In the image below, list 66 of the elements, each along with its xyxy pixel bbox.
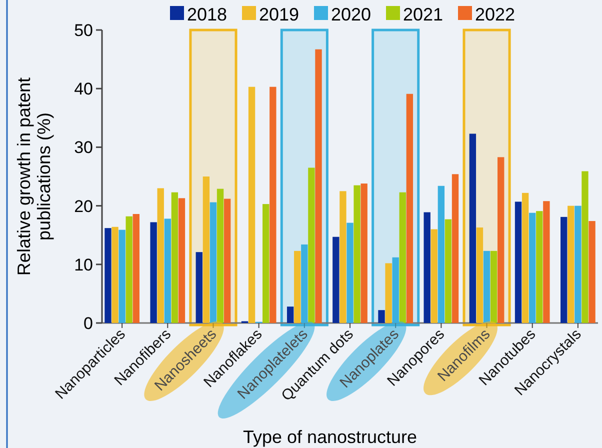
bar (301, 244, 308, 323)
bar (568, 206, 574, 323)
bar (164, 218, 171, 323)
x-axis-title: Type of nanostructure (242, 427, 418, 447)
bar (514, 202, 522, 323)
legend-label: 2019 (259, 4, 300, 24)
bar (582, 171, 588, 323)
bar (529, 212, 536, 323)
bar (196, 252, 202, 323)
bar (270, 86, 276, 323)
y-axis-title: Relative growth in patent publications (%) (14, 77, 54, 276)
y-tick-label: 40 (74, 80, 93, 99)
bar (424, 212, 430, 323)
bar (378, 310, 385, 323)
bar (430, 229, 438, 323)
legend-label: 2018 (187, 4, 228, 24)
bar (444, 219, 452, 323)
bar (315, 49, 322, 323)
bar (171, 192, 178, 323)
bar (522, 192, 529, 323)
y-tick-label: 10 (74, 255, 93, 274)
bar (360, 184, 368, 323)
bar (406, 94, 414, 323)
legend-label: 2022 (475, 4, 516, 24)
bar (543, 201, 550, 323)
y-tick-label: 30 (74, 138, 93, 158)
bar (340, 191, 346, 323)
bar (469, 134, 476, 323)
bar (157, 188, 164, 323)
bar (346, 222, 354, 323)
bar (202, 176, 210, 323)
bar (104, 228, 112, 323)
bar (294, 250, 301, 323)
bar (399, 192, 406, 323)
bar (308, 168, 315, 323)
bar (588, 221, 596, 323)
bar (438, 186, 445, 323)
bar (178, 198, 186, 323)
bar (126, 216, 132, 323)
bar (224, 198, 231, 323)
bar (490, 250, 498, 323)
legend-label: 2021 (403, 4, 444, 24)
bar (118, 230, 126, 323)
bar (536, 211, 543, 323)
legend-label: 2020 (331, 4, 372, 24)
bar (262, 204, 270, 323)
bar (483, 250, 490, 323)
bar (216, 188, 224, 323)
bar (210, 202, 217, 323)
bar (560, 216, 568, 323)
bar (392, 257, 399, 323)
bar (132, 214, 140, 323)
bar (452, 174, 459, 323)
y-tick-label: 20 (74, 196, 93, 216)
bar (150, 222, 157, 323)
y-tick-label: 0 (84, 314, 93, 333)
y-tick-label: 50 (74, 20, 93, 40)
bar (248, 86, 256, 323)
bar (498, 157, 504, 323)
bar (332, 236, 340, 323)
bar (385, 263, 392, 323)
bar (286, 306, 294, 323)
bar (354, 185, 360, 323)
bar (112, 226, 118, 323)
bar (574, 206, 582, 323)
bar (476, 227, 484, 323)
